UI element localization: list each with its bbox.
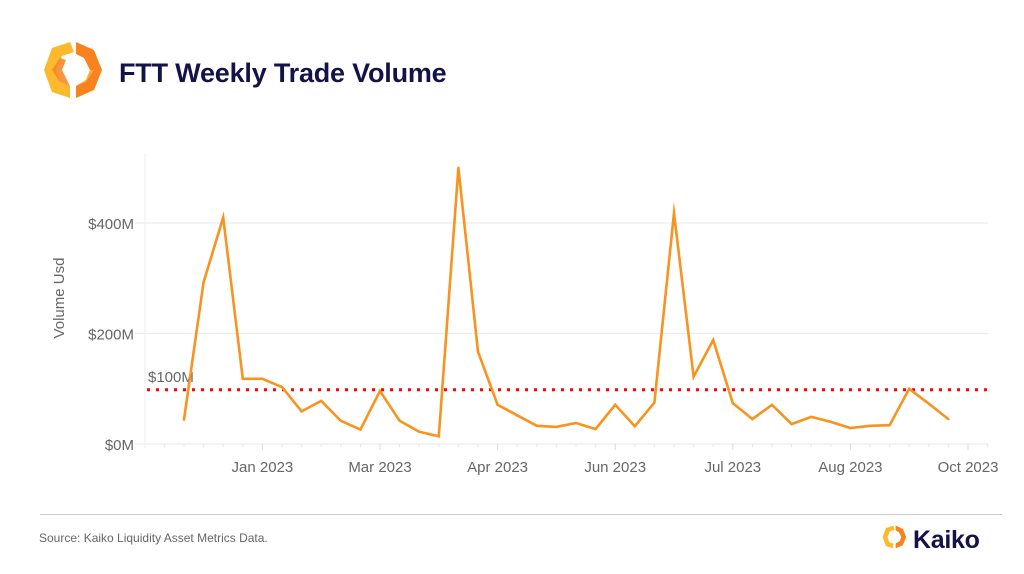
data-point [378, 389, 382, 393]
data-point [849, 426, 852, 430]
data-point [418, 430, 421, 434]
y-tick-label: $400M [88, 216, 134, 233]
logo-left-inner [52, 58, 70, 86]
footer-divider [40, 514, 1002, 515]
logo-right-piece [76, 42, 102, 98]
data-point [476, 350, 480, 353]
data-point [594, 427, 597, 431]
kaiko-logo-icon [44, 42, 102, 98]
x-tick-label: Aug 2023 [818, 459, 882, 476]
logo-right-inner [76, 70, 94, 86]
x-tick-label: Oct 2023 [938, 459, 999, 476]
data-point [222, 216, 225, 219]
reference-line-label: $100M [148, 369, 194, 386]
data-point [300, 410, 303, 413]
data-point [437, 435, 440, 438]
x-tick-label: Jan 2023 [232, 459, 294, 476]
data-point [241, 377, 244, 381]
data-point [202, 280, 205, 284]
source-note: Source: Kaiko Liquidity Asset Metrics Da… [39, 531, 268, 545]
data-point [947, 417, 950, 421]
data-point [614, 403, 617, 406]
data-point [712, 338, 715, 342]
data-point [790, 422, 793, 426]
data-point [398, 419, 401, 422]
grid-lines [135, 153, 989, 448]
data-point [829, 420, 832, 424]
data-point [810, 415, 813, 419]
data-point [692, 375, 695, 378]
kaiko-brand-logo-icon [882, 525, 907, 549]
data-point [182, 418, 186, 421]
y-axis-ticks: $0M $200M $400M [88, 216, 134, 454]
y-axis-label: Volume Usd [51, 258, 68, 339]
page-title: FTT Weekly Trade Volume [119, 58, 447, 88]
data-point [359, 428, 362, 431]
data-point [280, 385, 284, 389]
data-point [633, 425, 636, 428]
data-point [535, 424, 538, 427]
data-point [555, 425, 558, 429]
y-tick-label: $200M [88, 327, 134, 344]
data-point [927, 402, 930, 405]
x-tick-label: Jun 2023 [584, 459, 646, 476]
data-point [672, 211, 676, 215]
data-point [457, 166, 460, 169]
data-point [908, 387, 911, 390]
data-point [888, 424, 891, 427]
data-point [516, 414, 519, 417]
series-volume [182, 166, 950, 438]
x-tick-label: Apr 2023 [467, 459, 528, 476]
data-point [751, 417, 754, 421]
data-point [320, 399, 323, 403]
x-tick-label: Jul 2023 [704, 459, 761, 476]
data-point [261, 377, 264, 381]
data-point [339, 419, 342, 422]
data-point [653, 401, 656, 404]
logo-left-piece [44, 42, 74, 98]
series-line [182, 167, 950, 438]
data-point [770, 403, 774, 406]
data-point [574, 421, 578, 425]
line-chart: $0M $200M $400M Jan 2023 Mar 2023 Apr 2023 Ju… [51, 153, 999, 476]
x-tick-label: Mar 2023 [348, 459, 411, 476]
data-point [731, 401, 734, 405]
y-tick-label: $0M [105, 437, 134, 454]
data-point [496, 403, 499, 406]
x-axis-ticks: Jan 2023 Mar 2023 Apr 2023 Jun 2023 Jul 2023… [232, 444, 999, 476]
data-point [868, 424, 872, 427]
brand-name: Kaiko [913, 526, 980, 554]
